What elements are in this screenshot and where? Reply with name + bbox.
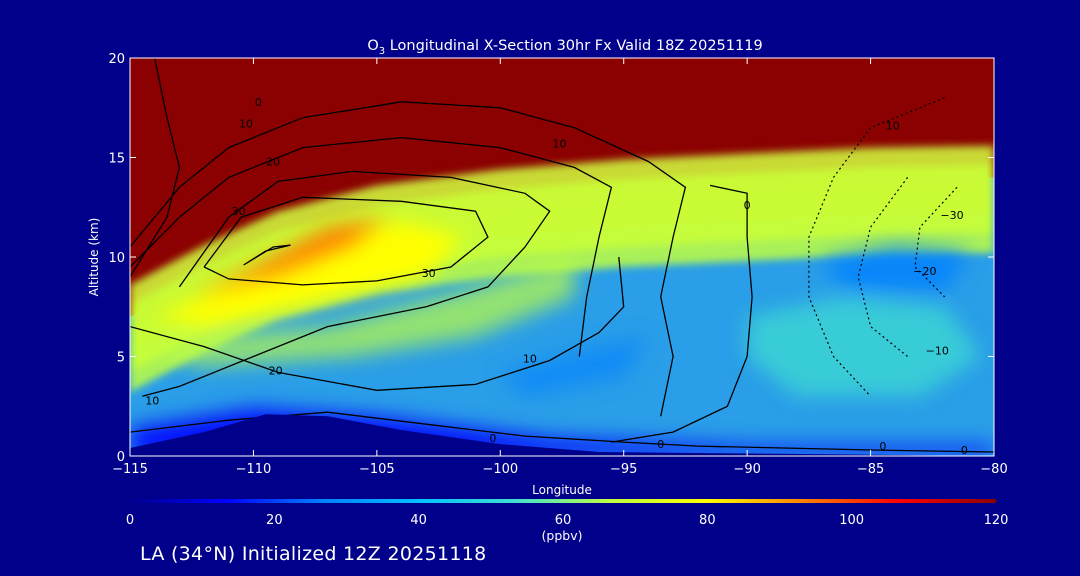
contour-10-b: [130, 136, 613, 357]
x-tick-label: −90: [733, 462, 760, 477]
y-tick-label: 10: [108, 251, 125, 266]
x-tick-label: −80: [980, 462, 1007, 477]
y-tick-label: 0: [117, 450, 125, 465]
y-tick-label: 20: [108, 52, 125, 67]
contour-neg-30: [914, 186, 958, 298]
x-axis-label: Longitude: [532, 483, 592, 497]
x-tick-label: −95: [610, 462, 637, 477]
y-tick-label: 15: [108, 152, 125, 167]
contour-neg-10: [808, 97, 945, 397]
contour-label: 10: [553, 138, 567, 151]
x-tick-label: −85: [857, 462, 884, 477]
blob-high-orange: [191, 217, 390, 297]
contour-label: 0: [744, 199, 751, 212]
blob-mid-green: [130, 257, 575, 367]
contour-label: −20: [913, 265, 936, 278]
contour-label: 30: [422, 267, 436, 280]
blob-high-yellow: [154, 221, 464, 327]
contour-label: 0: [255, 96, 262, 109]
footer-caption: LA (34°N) Initialized 12Z 20251118: [140, 543, 487, 565]
contour-10-lower: [130, 256, 625, 391]
terrain: [130, 414, 994, 456]
contour-40: [243, 244, 291, 266]
y-axis: 0 5 10 15 20: [108, 52, 994, 465]
colorbar-label: (ppbv): [542, 528, 583, 543]
terrain-surface: [130, 414, 994, 456]
contour-label: 0: [489, 432, 496, 445]
contour-10-a: [130, 101, 687, 417]
contour-label: 10: [239, 118, 253, 131]
contour-label: −10: [926, 345, 949, 358]
y-tick-label: 5: [117, 351, 125, 366]
contour-label: 30: [232, 205, 246, 218]
contour-20: [142, 170, 551, 397]
colorbar-tick-label: 20: [266, 513, 283, 528]
blob-mid-deep: [500, 336, 649, 397]
colorbar-tick-label: 100: [839, 513, 864, 528]
ozone-field: [130, 58, 994, 456]
contour-label: 0: [657, 438, 664, 451]
colorbar-tick-label: 80: [699, 513, 716, 528]
x-tick-label: −115: [112, 462, 148, 477]
title-species: O: [367, 38, 378, 54]
colorbar-tick-label: 120: [984, 513, 1009, 528]
x-axis: −115 −110 −105 −100 −95 −90 −85 −80: [112, 58, 1008, 477]
contour-label: 0: [961, 444, 968, 457]
colorbar-ticks: 0 20 40 60 80 100 120: [126, 513, 1009, 528]
title-subscript: 3: [379, 46, 385, 57]
contour-label: 0: [879, 440, 886, 453]
x-tick-label: −110: [236, 462, 272, 477]
contour-label: 10: [523, 352, 537, 365]
contour-neg-20: [857, 177, 909, 357]
blob-east-turquoise: [747, 296, 982, 397]
colorbar-tick-label: 60: [555, 513, 572, 528]
contour-0-mid: [611, 184, 753, 443]
contour-label: 20: [266, 155, 280, 168]
contour-label: 10: [145, 394, 159, 407]
colorbar: 0 20 40 60 80 100 120 (ppbv): [126, 499, 1009, 543]
chart-title: O3 Longitudinal X-Section 30hr Fx Valid …: [367, 38, 762, 57]
contour-label: 20: [269, 364, 283, 377]
contour-0-north: [130, 58, 181, 278]
colorbar-tick-label: 40: [410, 513, 427, 528]
y-axis-label: Altitude (km): [87, 218, 101, 297]
x-tick-label: −105: [359, 462, 395, 477]
contour-30: [203, 196, 489, 286]
contour-label: 10: [886, 120, 900, 133]
contour-label: −30: [940, 209, 963, 222]
blob-east-deep: [821, 245, 970, 293]
x-tick-label: −100: [482, 462, 518, 477]
colorbar-tick-label: 0: [126, 513, 134, 528]
title-rest: Longitudinal X-Section 30hr Fx Valid 18Z…: [385, 38, 763, 54]
colorbar-bar: [130, 499, 996, 503]
